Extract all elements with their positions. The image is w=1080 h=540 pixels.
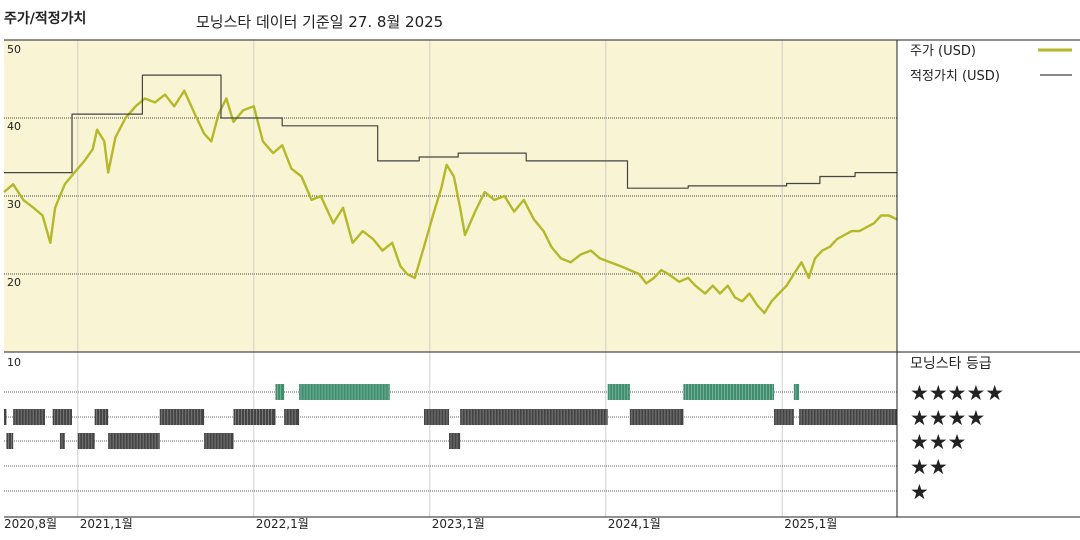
rating-stars-2: ★★ xyxy=(910,455,948,479)
rating-bar-star-3 xyxy=(204,433,234,449)
rating-bar-hatch xyxy=(14,409,43,425)
rating-bar-star-4 xyxy=(94,409,109,425)
rating-bar-hatch xyxy=(96,409,107,425)
rating-bar-star-4 xyxy=(159,409,205,425)
rating-bar-hatch xyxy=(205,433,231,449)
x-tick-label: 2024,1월 xyxy=(608,517,661,531)
price-series-line xyxy=(3,89,898,315)
rating-bar-hatch xyxy=(450,433,458,449)
rating-bar-star-3 xyxy=(108,433,160,449)
fair-value-series-line xyxy=(4,74,897,189)
rating-bar-hatch xyxy=(461,409,607,425)
rating-bar-hatch xyxy=(300,384,389,400)
rating-bar-star-5 xyxy=(793,384,800,400)
legend-fair-value-label: 적정가치 (USD) xyxy=(910,69,1000,84)
y-tick-label: 30 xyxy=(7,198,21,211)
rating-bar-hatch xyxy=(684,384,773,400)
y-tick-label: 20 xyxy=(7,276,21,289)
rating-bar-hatch xyxy=(425,409,448,425)
x-tick-label: 2025,1월 xyxy=(784,517,837,531)
rating-bar-hatch xyxy=(277,384,281,400)
y-tick-label: 50 xyxy=(7,43,21,56)
chart-subtitle: 모닝스타 데이터 기준일 27. 8월 2025 xyxy=(196,13,443,31)
rating-bar-star-4 xyxy=(13,409,45,425)
rating-bar-star-3 xyxy=(77,433,95,449)
rating-bar-star-3 xyxy=(6,433,14,449)
rating-bar-star-5 xyxy=(275,384,285,400)
rating-bar-hatch xyxy=(631,409,681,425)
rating-stars-4: ★★★★ xyxy=(910,406,985,430)
rating-bar-star-4 xyxy=(799,409,897,425)
rating-bar-star-5 xyxy=(607,384,630,400)
chart-title: 주가/적정가치 xyxy=(4,10,86,27)
rating-bar-star-4 xyxy=(52,409,72,425)
rating-bar-star-5 xyxy=(683,384,775,400)
rating-bar-hatch xyxy=(54,409,71,425)
rating-bar-hatch xyxy=(285,409,296,425)
series-layer xyxy=(3,74,898,315)
label-layer: 50 40 30 20 2020,8월 2021,1월 2022,1월 2023,1월 2024… xyxy=(4,43,837,531)
rating-bar-star-4 xyxy=(284,409,300,425)
rating-bar-star-4 xyxy=(423,409,450,425)
y-tick-label: 40 xyxy=(7,120,21,133)
rating-bar-hatch xyxy=(161,409,202,425)
x-tick-label: 2022,1월 xyxy=(256,517,309,531)
rating-stars-5: ★★★★★ xyxy=(910,381,1004,405)
rating-bar-hatch xyxy=(775,409,792,425)
rating-bar-hatch xyxy=(609,384,629,400)
rating-bar-star-4 xyxy=(4,409,7,425)
rating-bar-hatch xyxy=(79,433,93,449)
rating-bar-hatch xyxy=(800,409,895,425)
rating-bar-star-3 xyxy=(449,433,461,449)
legend-layer: 주가 (USD)적정가치 (USD)모닝스타 등급★★★★★★★★★★★★★★★ xyxy=(910,44,1072,504)
rating-y-tick-label: 10 xyxy=(7,356,21,369)
rating-bar-star-4 xyxy=(629,409,684,425)
rating-bar-star-4 xyxy=(774,409,794,425)
x-tick-label: 2023,1월 xyxy=(432,517,485,531)
rating-bar-hatch xyxy=(8,433,12,449)
legend-price-label: 주가 (USD) xyxy=(910,44,976,59)
rating-stars-1: ★ xyxy=(910,480,929,504)
rating-title: 모닝스타 등급 xyxy=(910,356,992,372)
rating-bar-star-3 xyxy=(59,433,65,449)
rating-bar-hatch xyxy=(109,433,159,449)
rating-layer xyxy=(4,384,897,449)
rating-bar-hatch xyxy=(235,409,272,425)
rating-bar-star-5 xyxy=(299,384,390,400)
rating-bar-star-4 xyxy=(460,409,608,425)
rating-bar-star-4 xyxy=(233,409,276,425)
rating-stars-3: ★★★ xyxy=(910,430,966,454)
x-tick-label: 2021,1월 xyxy=(80,517,133,531)
x-tick-label: 2020,8월 xyxy=(4,517,57,531)
